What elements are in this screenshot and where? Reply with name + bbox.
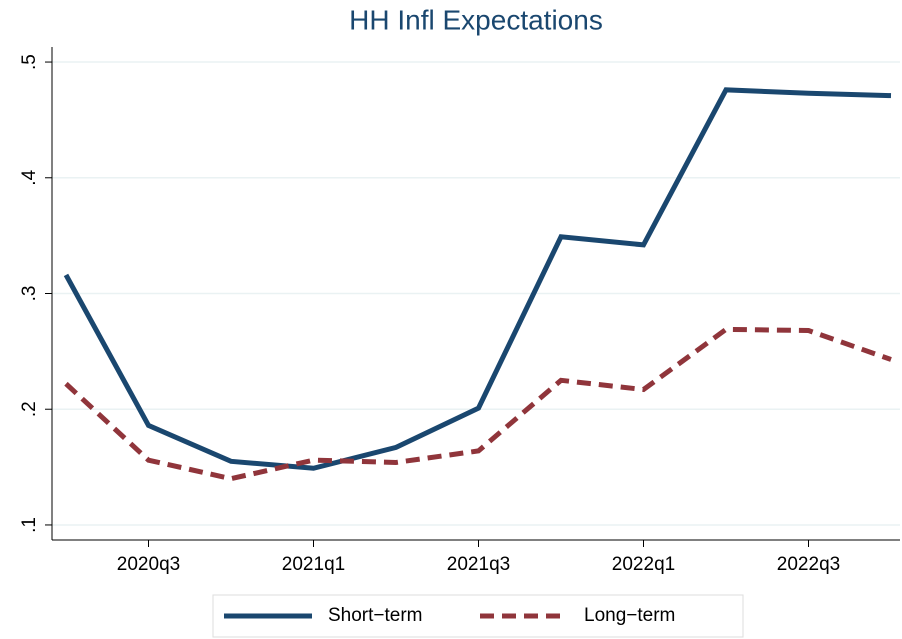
- series-line: [64, 326, 892, 482]
- legend-label: Short−term: [328, 605, 423, 626]
- chart-title: HH Infl Expectations: [349, 4, 603, 35]
- y-tick-label: .3: [19, 286, 40, 302]
- x-tick-label: 2020q3: [117, 554, 180, 575]
- x-tick-label: 2022q3: [777, 554, 840, 575]
- y-tick-label: .5: [19, 54, 40, 70]
- x-tick-label: 2022q1: [612, 554, 675, 575]
- y-tick-label: .4: [19, 169, 40, 185]
- legend-label: Long−term: [584, 605, 675, 626]
- x-tick-label: 2021q1: [282, 554, 345, 575]
- y-tick-label: .2: [19, 401, 40, 417]
- x-tick-label: 2021q3: [447, 554, 510, 575]
- y-tick-label: .1: [19, 517, 40, 533]
- series-line: [63, 87, 892, 471]
